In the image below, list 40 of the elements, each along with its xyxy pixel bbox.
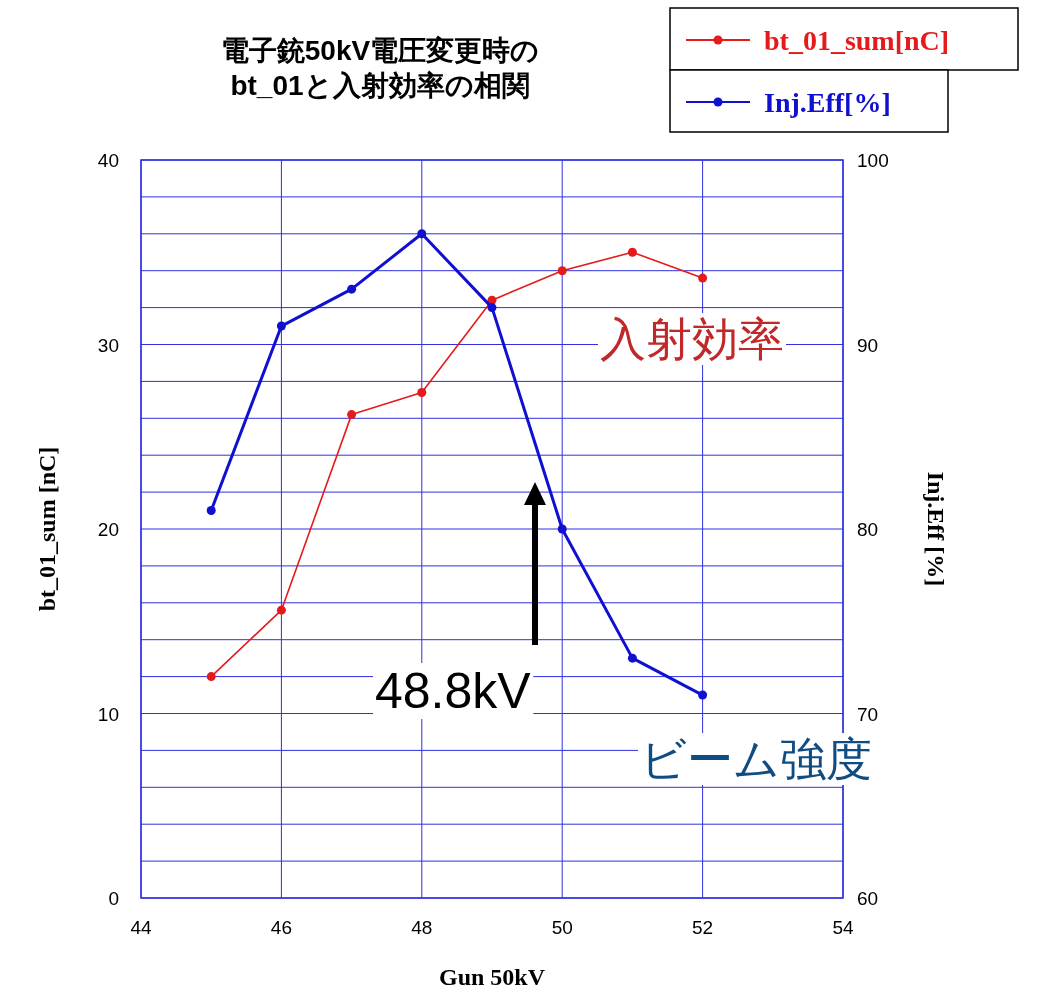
point: [276, 321, 286, 331]
x-axis-title: Gun 50kV: [438, 964, 546, 990]
point: [698, 273, 708, 283]
legend-label: Inj.Eff[%]: [764, 87, 891, 118]
point: [276, 605, 286, 615]
y2-tick-label: 70: [857, 703, 879, 725]
annotation: 48.8kV: [375, 663, 532, 719]
x-tick-label: 52: [692, 917, 714, 938]
point: [417, 387, 427, 397]
x-tick-label: 44: [130, 917, 152, 938]
x-tick-label: 46: [270, 917, 292, 938]
chart-title: 電子銃50kV電圧変更時の bt_01と入射効率の相関: [220, 35, 540, 101]
y-tick-label: 20: [97, 519, 119, 540]
point: [487, 303, 497, 313]
point: [347, 284, 357, 294]
point: [557, 266, 567, 276]
y2-axis-title: Inj.Eff [%]: [923, 471, 949, 587]
x-tick-label: 54: [832, 917, 854, 938]
point: [627, 653, 637, 663]
legend-label: bt_01_sum[nC]: [764, 25, 950, 56]
annotation: ビーム強度: [640, 733, 872, 785]
point: [417, 229, 427, 239]
point: [206, 506, 216, 516]
point: [557, 524, 567, 534]
annotation: 入射効率: [600, 313, 784, 365]
point: [347, 410, 357, 420]
y-tick-label: 10: [97, 703, 119, 725]
x-tick-label: 50: [551, 917, 573, 938]
x-tick-label: 48: [411, 917, 433, 938]
y2-tick-label: 90: [857, 334, 879, 356]
point: [206, 672, 216, 682]
y-tick-label: 0: [108, 888, 119, 909]
y2-tick-label: 60: [857, 888, 879, 909]
y2-tick-label: 80: [857, 519, 879, 540]
point: [698, 690, 708, 700]
y-tick-label: 40: [97, 150, 119, 171]
y-axis-title: bt_01_sum [nC]: [34, 446, 60, 612]
point: [627, 247, 637, 257]
y-tick-label: 30: [97, 334, 119, 356]
y2-tick-label: 100: [857, 150, 889, 171]
